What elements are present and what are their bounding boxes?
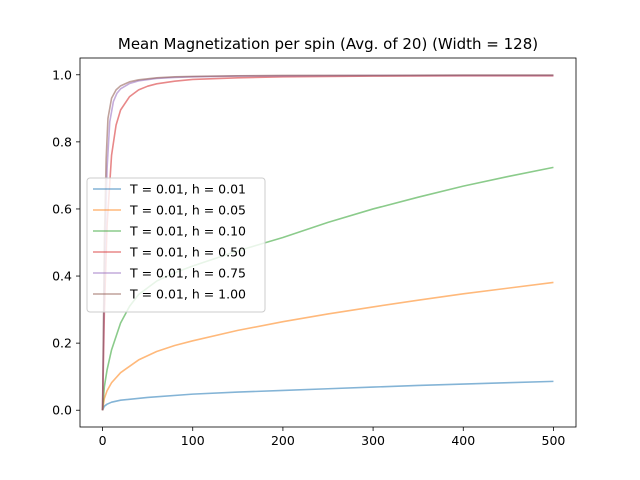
legend-label: T = 0.01, h = 0.75 bbox=[129, 266, 246, 281]
x-tick-label: 500 bbox=[542, 433, 566, 448]
x-tick-label: 100 bbox=[181, 433, 205, 448]
x-tick-label: 0 bbox=[99, 433, 107, 448]
legend-entry: T = 0.01, h = 0.01 bbox=[93, 182, 246, 197]
legend-label: T = 0.01, h = 0.10 bbox=[129, 224, 246, 239]
legend-label: T = 0.01, h = 0.01 bbox=[129, 182, 246, 197]
legend-entry: T = 0.01, h = 0.10 bbox=[93, 224, 246, 239]
legend-entry: T = 0.01, h = 0.50 bbox=[93, 245, 246, 260]
y-tick-label: 0.4 bbox=[52, 269, 72, 284]
y-tick-label: 0.6 bbox=[52, 201, 72, 216]
plot-area bbox=[79, 57, 577, 428]
plot-frame bbox=[79, 57, 577, 428]
legend-box bbox=[86, 177, 266, 313]
series-line-6 bbox=[101, 74, 554, 411]
x-tick-label: 400 bbox=[451, 433, 475, 448]
chart-title: Mean Magnetization per spin (Avg. of 20)… bbox=[118, 35, 538, 53]
y-tick-label: 0.8 bbox=[52, 134, 72, 149]
x-tick-label: 200 bbox=[271, 433, 295, 448]
legend: T = 0.01, h = 0.01 T = 0.01, h = 0.05 T = … bbox=[86, 177, 266, 313]
legend-label: T = 0.01, h = 0.05 bbox=[129, 203, 246, 218]
y-tick-label: 1.0 bbox=[52, 67, 72, 82]
y-axis: 0.0 0.2 0.4 0.6 0.8 1.0 bbox=[52, 67, 80, 418]
x-tick-label: 300 bbox=[361, 433, 385, 448]
legend-label: T = 0.01, h = 1.00 bbox=[129, 287, 246, 302]
legend-entry: T = 0.01, h = 0.75 bbox=[93, 266, 246, 281]
series-line-1 bbox=[101, 380, 554, 411]
legend-entry: T = 0.01, h = 1.00 bbox=[93, 287, 246, 302]
y-tick-label: 0.0 bbox=[52, 403, 72, 418]
legend-label: T = 0.01, h = 0.50 bbox=[129, 245, 246, 260]
legend-entry: T = 0.01, h = 0.05 bbox=[93, 203, 246, 218]
x-axis: 0 100 200 300 400 500 bbox=[99, 427, 566, 448]
y-tick-label: 0.2 bbox=[52, 336, 72, 351]
series-line-2 bbox=[101, 281, 554, 411]
